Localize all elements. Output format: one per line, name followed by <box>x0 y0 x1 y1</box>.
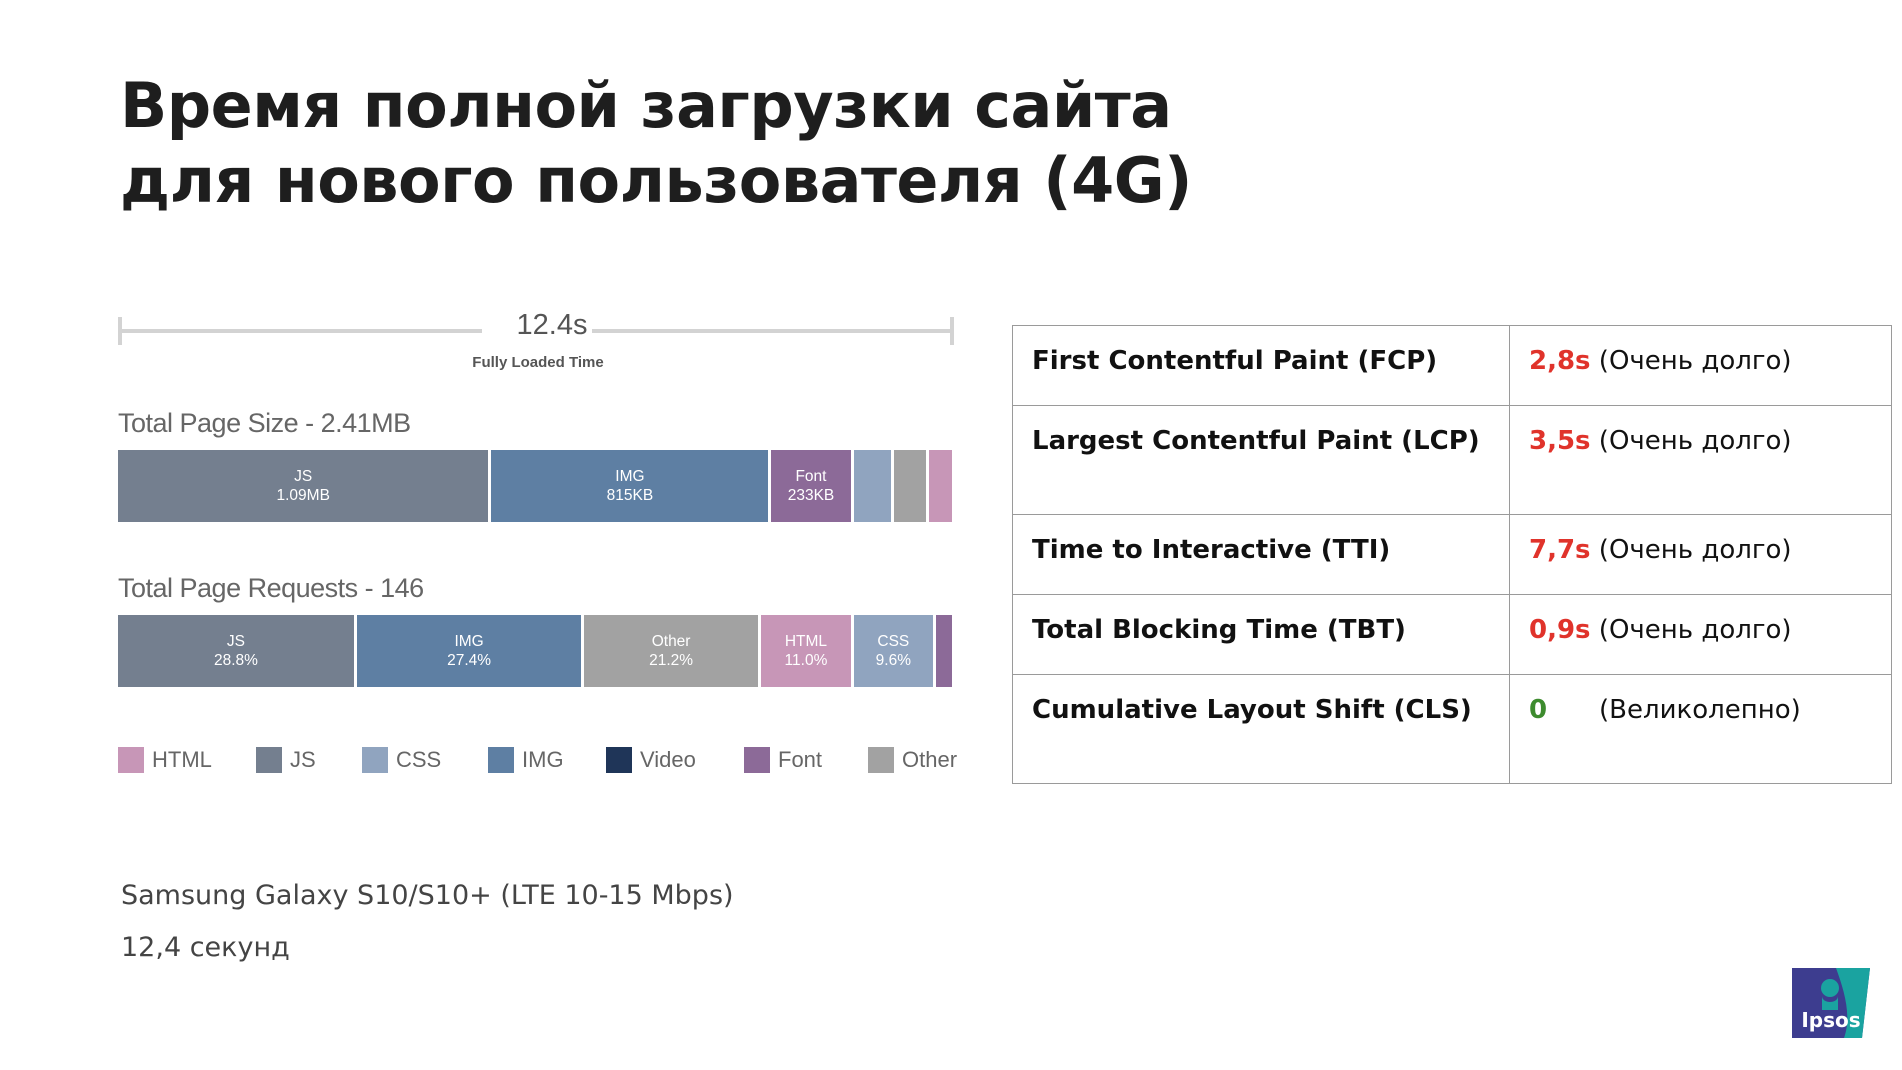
legend-item-font: Font <box>744 747 822 773</box>
fully-loaded-value: 12.4s <box>516 309 588 341</box>
page-requests-bar: JS 28.8% IMG 27.4% Other 21.2% HTML 11.0% CSS 9.6… <box>118 615 952 687</box>
segment-label: JS <box>294 468 313 485</box>
metric-name: Time to Interactive (TTI) <box>1012 514 1510 595</box>
page-size-segment-js: JS 1.09MB <box>118 450 489 522</box>
ipsos-logo-text: Ipsos <box>1801 1008 1861 1032</box>
segment-value-label: 1.09MB <box>276 487 330 504</box>
legend-swatch <box>606 747 632 773</box>
page-requests-segment-css: CSS 9.6% <box>854 615 933 687</box>
legend-item-html: HTML <box>118 747 212 773</box>
page-size-segment-img: IMG 815KB <box>491 450 769 522</box>
page-requests-segment-other: Other 21.2% <box>584 615 758 687</box>
legend-label: Font <box>778 747 823 772</box>
metric-row: Time to Interactive (TTI) 7,7s (Очень дол… <box>1012 514 1892 595</box>
fully-loaded-label: Fully Loaded Time <box>472 354 604 371</box>
legend-label: JS <box>290 747 316 772</box>
metric-value-cell: 7,7s (Очень долго) <box>1509 514 1892 595</box>
fully-loaded-ruler: 12.4s <box>118 309 954 347</box>
page-requests-segment-img: IMG 27.4% <box>356 615 582 687</box>
page-size-title: Total Page Size - 2.41MB <box>118 408 411 438</box>
metric-value: 0,9s <box>1529 615 1591 645</box>
device-info: Samsung Galaxy S10/S10+ (LTE 10-15 Mbps) <box>121 880 734 911</box>
metric-rating: (Очень долго) <box>1590 535 1792 565</box>
segment-label: Other <box>651 633 691 650</box>
metric-rating: (Очень долго) <box>1590 426 1792 456</box>
segment-value-label: 21.2% <box>649 652 694 669</box>
metric-value: 0 <box>1529 695 1548 725</box>
metric-row: First Contentful Paint (FCP) 2,8s (Очень … <box>1012 325 1892 406</box>
legend-label: IMG <box>522 747 564 772</box>
segment-value-label: 11.0% <box>784 652 828 669</box>
page-requests-segment-js: JS 28.8% <box>118 615 354 687</box>
page-requests-segment-font <box>935 615 952 687</box>
segment-label: Font <box>795 468 827 485</box>
metrics-table: First Contentful Paint (FCP) 2,8s (Очень … <box>1012 325 1892 784</box>
segment-value-label: 815KB <box>606 487 654 504</box>
segment-label: IMG <box>454 633 484 650</box>
legend-swatch <box>362 747 388 773</box>
metric-rating: (Очень долго) <box>1590 346 1792 376</box>
metric-row: Total Blocking Time (TBT) 0,9s (Очень дол… <box>1012 594 1892 675</box>
segment-label: CSS <box>877 633 910 650</box>
metric-name: Cumulative Layout Shift (CLS) <box>1012 674 1510 784</box>
metric-value-cell: 3,5s (Очень долго) <box>1509 405 1892 515</box>
metric-value-cell: 0,9s (Очень долго) <box>1509 594 1892 675</box>
page-size-segment-html <box>929 450 952 522</box>
page-size-bar: JS 1.09MB IMG 815KB Font 233KB <box>118 450 952 522</box>
legend-item-other: Other <box>868 747 957 773</box>
legend-swatch <box>118 747 144 773</box>
page-title: Время полной загрузки сайта для нового п… <box>120 68 1192 218</box>
legend-swatch <box>488 747 514 773</box>
segment-value-label: 9.6% <box>875 652 911 669</box>
ipsos-logo-icon <box>1792 968 1870 1038</box>
metric-name: First Contentful Paint (FCP) <box>1012 325 1510 406</box>
legend-item-img: IMG <box>488 747 564 773</box>
page-requests-title: Total Page Requests - 146 <box>118 573 424 603</box>
segment-value-label: 28.8% <box>213 652 258 669</box>
ruler-left-line <box>118 329 482 333</box>
page-title-line-2: для нового пользователя (4G) <box>120 144 1192 217</box>
legend-item-css: CSS <box>362 747 441 773</box>
legend-swatch <box>868 747 894 773</box>
legend-swatch <box>744 747 770 773</box>
metric-value: 2,8s <box>1529 346 1591 376</box>
load-time-text: 12,4 секунд <box>121 932 290 963</box>
page-size-segment-css <box>853 450 891 522</box>
metric-value: 3,5s <box>1529 426 1591 456</box>
segment-value-label: 233KB <box>787 487 835 504</box>
legend-item-video: Video <box>606 747 696 773</box>
page-title-line-1: Время полной загрузки сайта <box>120 69 1172 142</box>
legend-label: Video <box>640 747 696 772</box>
segment-value-label: 27.4% <box>447 652 492 669</box>
page-size-segment-other <box>893 450 927 522</box>
segment-label: JS <box>226 633 245 650</box>
metric-value-cell: 0 (Великолепно) <box>1509 674 1892 784</box>
ruler-right-line <box>592 329 954 333</box>
metric-name: Total Blocking Time (TBT) <box>1012 594 1510 675</box>
metric-row: Largest Contentful Paint (LCP) 3,5s (Очен… <box>1012 405 1892 515</box>
metric-rating: (Очень долго) <box>1590 615 1792 645</box>
metric-value-cell: 2,8s (Очень долго) <box>1509 325 1892 406</box>
metric-rating: (Великолепно) <box>1599 695 1801 725</box>
legend-item-js: JS <box>256 747 316 773</box>
chart-legend: HTML JS CSS IMG Video Font Other <box>118 747 958 777</box>
legend-label: CSS <box>396 747 442 772</box>
legend-label: HTML <box>152 747 212 772</box>
legend-label: Other <box>902 747 958 772</box>
page-size-segment-font: Font 233KB <box>771 450 851 522</box>
metric-name: Largest Contentful Paint (LCP) <box>1012 405 1510 515</box>
segment-label: IMG <box>615 468 645 485</box>
page-requests-segment-html: HTML 11.0% <box>760 615 851 687</box>
segment-label: HTML <box>784 633 828 650</box>
metric-value: 7,7s <box>1529 535 1591 565</box>
legend-swatch <box>256 747 282 773</box>
metric-row: Cumulative Layout Shift (CLS) 0 (Великолеп… <box>1012 674 1892 784</box>
ruler-right-cap <box>950 317 954 345</box>
